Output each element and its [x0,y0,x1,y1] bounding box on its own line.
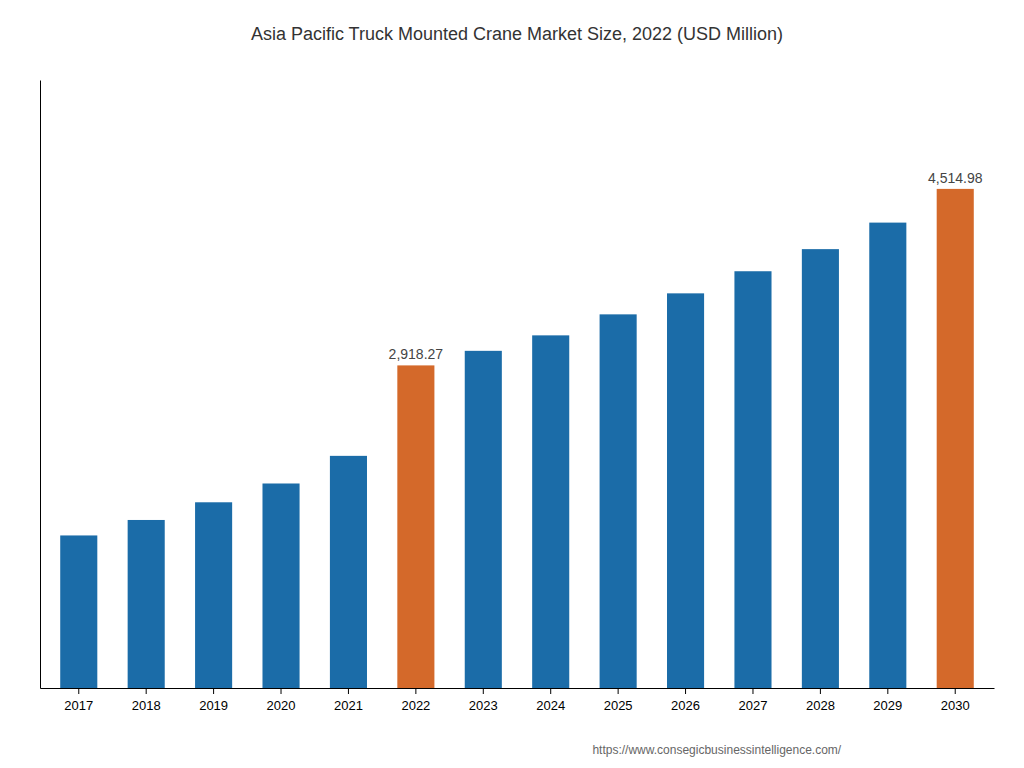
x-tick-mark [752,688,753,694]
x-tick-label: 2021 [334,698,363,713]
x-tick: 2027 [739,688,768,713]
x-tick: 2025 [604,688,633,713]
x-tick-mark [213,688,214,694]
y-axis [40,81,41,689]
x-tick: 2028 [806,688,835,713]
x-tick: 2022 [401,688,430,713]
x-tick-mark [146,688,147,694]
bar [802,249,839,688]
x-tick: 2030 [941,688,970,713]
x-tick-mark [78,688,79,694]
x-tick: 2019 [199,688,228,713]
x-tick-mark [618,688,619,694]
x-tick-label: 2025 [604,698,633,713]
x-tick-label: 2029 [873,698,902,713]
x-tick-label: 2020 [267,698,296,713]
x-tick-label: 2023 [469,698,498,713]
bar [330,456,367,688]
y-axis-line [40,81,41,689]
x-tick-mark [483,688,484,694]
annotation: https://www.consegicbusinessintelligence… [592,743,841,757]
x-tick: 2017 [64,688,93,713]
chart: 2,918.27 4,514.98 2017 2018 2019 2020 2021 2022… [0,0,1024,768]
x-tick-label: 2018 [132,698,161,713]
title: Asia Pacific Truck Mounted Crane Market … [251,24,783,44]
bar [667,293,704,688]
bar [869,223,906,688]
x-tick-mark [550,688,551,694]
bar [195,502,232,688]
x-tick-label: 2019 [199,698,228,713]
x-tick-label: 2026 [671,698,700,713]
plot: 2,918.27 4,514.98 2017 2018 2019 2020 2021 2022… [41,81,995,714]
x-tick-label: 2022 [401,698,430,713]
data-labels: 2,918.27 4,514.98 [389,170,983,363]
bar [397,365,434,688]
x-tick: 2029 [873,688,902,713]
x-axis: 2017 2018 2019 2020 2021 2022 2023 2024 2025 2026… [41,688,995,713]
x-tick-mark [887,688,888,694]
bar [60,535,97,688]
x-tick: 2024 [536,688,565,713]
bars [60,189,974,688]
x-tick-mark [415,688,416,694]
data-label: 2,918.27 [389,346,444,362]
x-tick: 2020 [267,688,296,713]
x-tick-label: 2024 [536,698,565,713]
x-tick-label: 2030 [941,698,970,713]
x-tick-mark [348,688,349,694]
x-tick: 2021 [334,688,363,713]
x-axis-line [41,688,995,689]
bar [128,520,165,688]
x-tick-label: 2027 [739,698,768,713]
x-tick: 2026 [671,688,700,713]
bar [262,483,299,688]
x-tick-label: 2028 [806,698,835,713]
x-tick-mark [281,688,282,694]
x-tick-mark [955,688,956,694]
x-tick-mark [820,688,821,694]
bar [734,271,771,688]
bar [937,189,974,688]
x-tick-label: 2017 [64,698,93,713]
bar [600,314,637,688]
x-tick-mark [685,688,686,694]
x-tick: 2023 [469,688,498,713]
bar [532,335,569,688]
x-tick: 2018 [132,688,161,713]
bar [465,351,502,688]
data-label: 4,514.98 [928,170,983,186]
